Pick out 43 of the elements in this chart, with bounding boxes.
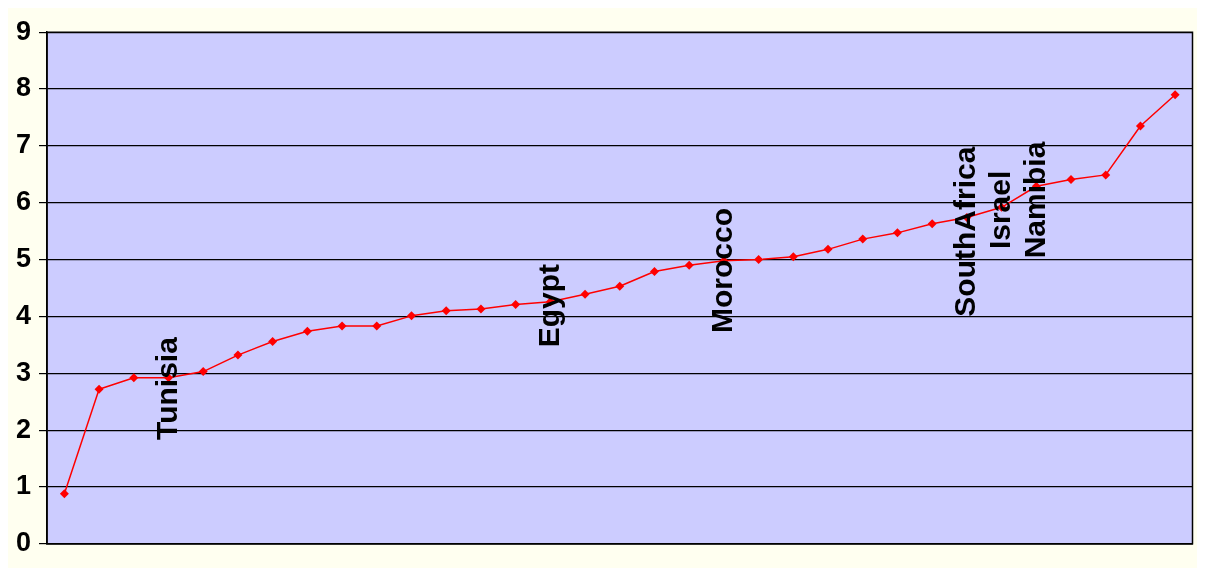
point (1135, 121, 1145, 131)
point (268, 336, 278, 346)
point (754, 255, 764, 265)
point (129, 373, 139, 383)
point (580, 289, 590, 299)
point (823, 244, 833, 254)
point (615, 281, 625, 291)
annotation: Israel (982, 170, 1016, 250)
point (1101, 170, 1111, 180)
annotation: SouthAfrica (948, 146, 982, 317)
annotation: Morocco (705, 208, 739, 334)
point (372, 321, 382, 331)
y-tick-label: 4 (15, 299, 32, 330)
y-tick-label: 9 (15, 15, 32, 46)
y-tick-label: 7 (15, 129, 32, 160)
point (511, 299, 521, 309)
annotation: Namibia (1017, 141, 1051, 259)
point (302, 326, 312, 336)
y-tick-label: 6 (15, 186, 32, 217)
point (59, 489, 69, 499)
point (927, 219, 937, 229)
y-tick-label: 1 (15, 470, 32, 501)
y-tick-label: 5 (15, 243, 32, 274)
point (684, 260, 694, 270)
point (1066, 174, 1076, 184)
point (1170, 90, 1180, 100)
point (94, 384, 104, 394)
annotation: Egypt (531, 264, 565, 348)
y-tick-label: 0 (15, 527, 32, 558)
point (892, 228, 902, 238)
point (406, 311, 416, 321)
point (441, 306, 451, 316)
y-tick-label: 3 (15, 356, 32, 387)
point (233, 350, 243, 360)
point (337, 321, 347, 331)
point (649, 267, 659, 277)
annotation: Tunisia (149, 336, 183, 440)
y-tick-label: 2 (15, 413, 32, 444)
point (198, 367, 208, 377)
point (788, 252, 798, 262)
point (476, 304, 486, 314)
y-tick-label: 8 (15, 72, 32, 103)
point (858, 234, 868, 244)
